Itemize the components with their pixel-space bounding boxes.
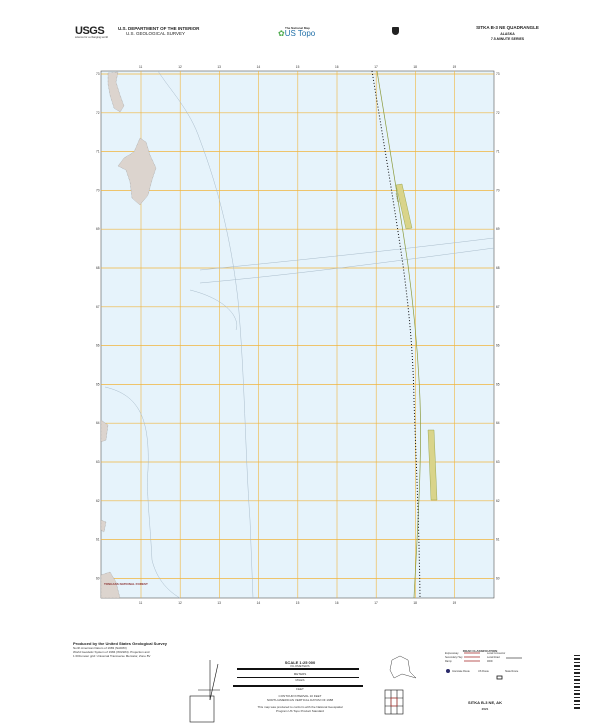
datum-note: NORTH AMERICAN VERTICAL DATUM OF 1988: [266, 698, 334, 702]
grid-label-y: 68: [96, 266, 100, 270]
scale-title: SCALE 1:25 000: [284, 660, 316, 665]
road-legend-item: 4WD: [487, 660, 493, 663]
road-legend-item: Local Connector: [487, 652, 506, 655]
grid-label-x: 12: [178, 601, 182, 605]
grid-label-y: 67: [496, 305, 500, 309]
declination-diagram: [189, 660, 220, 723]
islands: [100, 71, 157, 599]
us-topo-icon: ✿: [278, 29, 285, 38]
grid-label-y: 73: [496, 72, 500, 76]
grid-label-x: 11: [139, 601, 143, 605]
road-legend-lines: [446, 652, 522, 680]
runway: [427, 429, 438, 501]
usgs-tagline: science for a changing world: [75, 36, 108, 39]
grid-label-x: 18: [413, 65, 417, 69]
grid-label-y: 64: [96, 421, 100, 425]
grid-label-y: 60: [96, 576, 100, 580]
contour-note: CONTOUR INTERVAL 10 FEET: [278, 694, 322, 698]
grid-label-y: 63: [496, 460, 500, 464]
grid-label-x: 15: [296, 65, 300, 69]
scale-unit: KILOMETERS: [290, 664, 310, 668]
grid-label-x: 16: [335, 601, 339, 605]
grid-label-x: 15: [296, 601, 300, 605]
grid-label-x: 14: [257, 65, 261, 69]
producer-note: 1 000-meter grid: Universal Transverse M…: [73, 654, 151, 658]
grid-label-x: 16: [335, 65, 339, 69]
barcode: [574, 655, 580, 709]
standards-note: This map was produced to conform with th…: [257, 705, 343, 713]
edition-year: 2021: [481, 707, 489, 711]
runway: [395, 183, 413, 230]
road-legend-title: ROAD CLASSIFICATION: [462, 649, 498, 653]
contours: [104, 70, 495, 599]
quad-title: SITKA B-3 NE QUADRANGLE: [476, 25, 539, 30]
producer-label: Produced by the United States Geological…: [73, 641, 168, 646]
scale-unit: MILES: [295, 678, 305, 682]
grid-label-y: 63: [96, 460, 100, 464]
grid-label-y: 69: [96, 227, 100, 231]
road-legend-item: US Route: [478, 670, 489, 673]
state-label: ALASKA: [500, 32, 515, 36]
grid-label-x: 19: [453, 601, 457, 605]
grid-label-y: 66: [96, 344, 100, 348]
adjoining-quads: [384, 689, 404, 715]
grid-label-x: 17: [374, 601, 378, 605]
usgs-logo: USGS: [75, 25, 105, 37]
grid-label-x: 13: [217, 601, 221, 605]
alaska-locator-map: [389, 655, 417, 679]
grid-label-y: 62: [96, 499, 100, 503]
grid-label-y: 69: [496, 227, 500, 231]
national-map-label: The National Map: [285, 26, 310, 30]
department-label: U.S. DEPARTMENT OF THE INTERIOR: [118, 26, 200, 31]
scale-unit: FEET: [296, 687, 304, 691]
grid-label-x: 13: [217, 65, 221, 69]
grid-label-y: 60: [496, 576, 500, 580]
road-legend-item: Interstate Route: [452, 670, 470, 673]
us-route-shield-icon: [392, 27, 399, 35]
road-legend-item: State Route: [505, 670, 519, 673]
grid-label-x: 14: [257, 601, 261, 605]
us-topo-logo: ✿US Topo: [278, 29, 316, 38]
road-line: [376, 70, 421, 599]
grid-label-y: 61: [96, 538, 100, 542]
grid-label-x: 12: [178, 65, 182, 69]
grid-label-y: 72: [96, 111, 100, 115]
grid-label-y: 61: [496, 538, 500, 542]
quad-label: SITKA B-3 NE, AK: [468, 700, 502, 705]
series-label: 7.5-MINUTE SERIES: [490, 37, 525, 41]
scale-unit: METERS: [293, 672, 307, 676]
grid-label-y: 71: [96, 150, 100, 154]
grid-label-y: 64: [496, 421, 500, 425]
grid-label-y: 72: [496, 111, 500, 115]
grid-label-x: 18: [413, 601, 417, 605]
road-legend-item: Ramp: [445, 660, 452, 663]
road-legend-item: Secondary Hwy: [445, 656, 463, 659]
grid-label-y: 68: [496, 266, 500, 270]
scale-bars: [233, 668, 363, 687]
grid-label-x: 17: [374, 65, 378, 69]
producer-note: North American Datum of 1983 (NAD83): [73, 646, 127, 650]
park-label: TONGASS NATIONAL FOREST: [104, 582, 148, 586]
grid-label-y: 73: [96, 72, 100, 76]
grid-label-x: 19: [453, 65, 457, 69]
grid-label-x: 11: [139, 65, 143, 69]
road-legend-item: Expressway: [445, 652, 459, 655]
grid-label-y: 66: [496, 344, 500, 348]
road-legend-item: Local Road: [487, 656, 500, 659]
grid-label-y: 65: [96, 382, 100, 386]
grid-label-y: 67: [96, 305, 100, 309]
survey-label: U.S. GEOLOGICAL SURVEY: [126, 31, 186, 36]
grid-label-y: 70: [496, 188, 500, 192]
producer-note: World Geodetic System of 1984 (WGS84). P…: [73, 650, 150, 654]
grid-label-y: 65: [496, 382, 500, 386]
grid-label-y: 70: [96, 188, 100, 192]
grid-label-y: 62: [496, 499, 500, 503]
grid-label-y: 71: [496, 150, 500, 154]
